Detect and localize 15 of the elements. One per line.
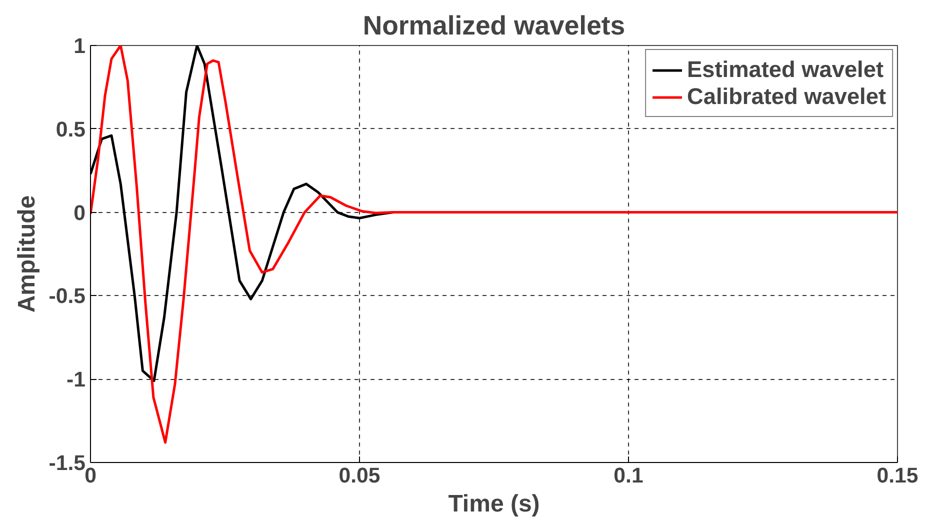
x-tick-label: 0.15 [876, 464, 918, 488]
y-tick-label: 0 [74, 200, 86, 225]
legend-label: Calibrated wavelet [687, 83, 886, 110]
x-tick-label: 0.05 [338, 464, 380, 488]
y-axis-title: Amplitude [14, 195, 41, 313]
x-tick-label: 0.1 [614, 464, 644, 488]
x-axis-title: Time (s) [448, 490, 540, 518]
legend-label: Estimated wavelet [687, 56, 884, 83]
y-tick-label: 1 [74, 34, 86, 58]
y-tick-label: -1.5 [48, 451, 86, 475]
line-series [90, 46, 898, 444]
chart-title: Normalized wavelets [362, 10, 626, 40]
y-tick-label: 0.5 [56, 117, 86, 142]
y-tick-label: -1 [66, 368, 86, 392]
y-tick-label: -0.5 [48, 284, 86, 308]
